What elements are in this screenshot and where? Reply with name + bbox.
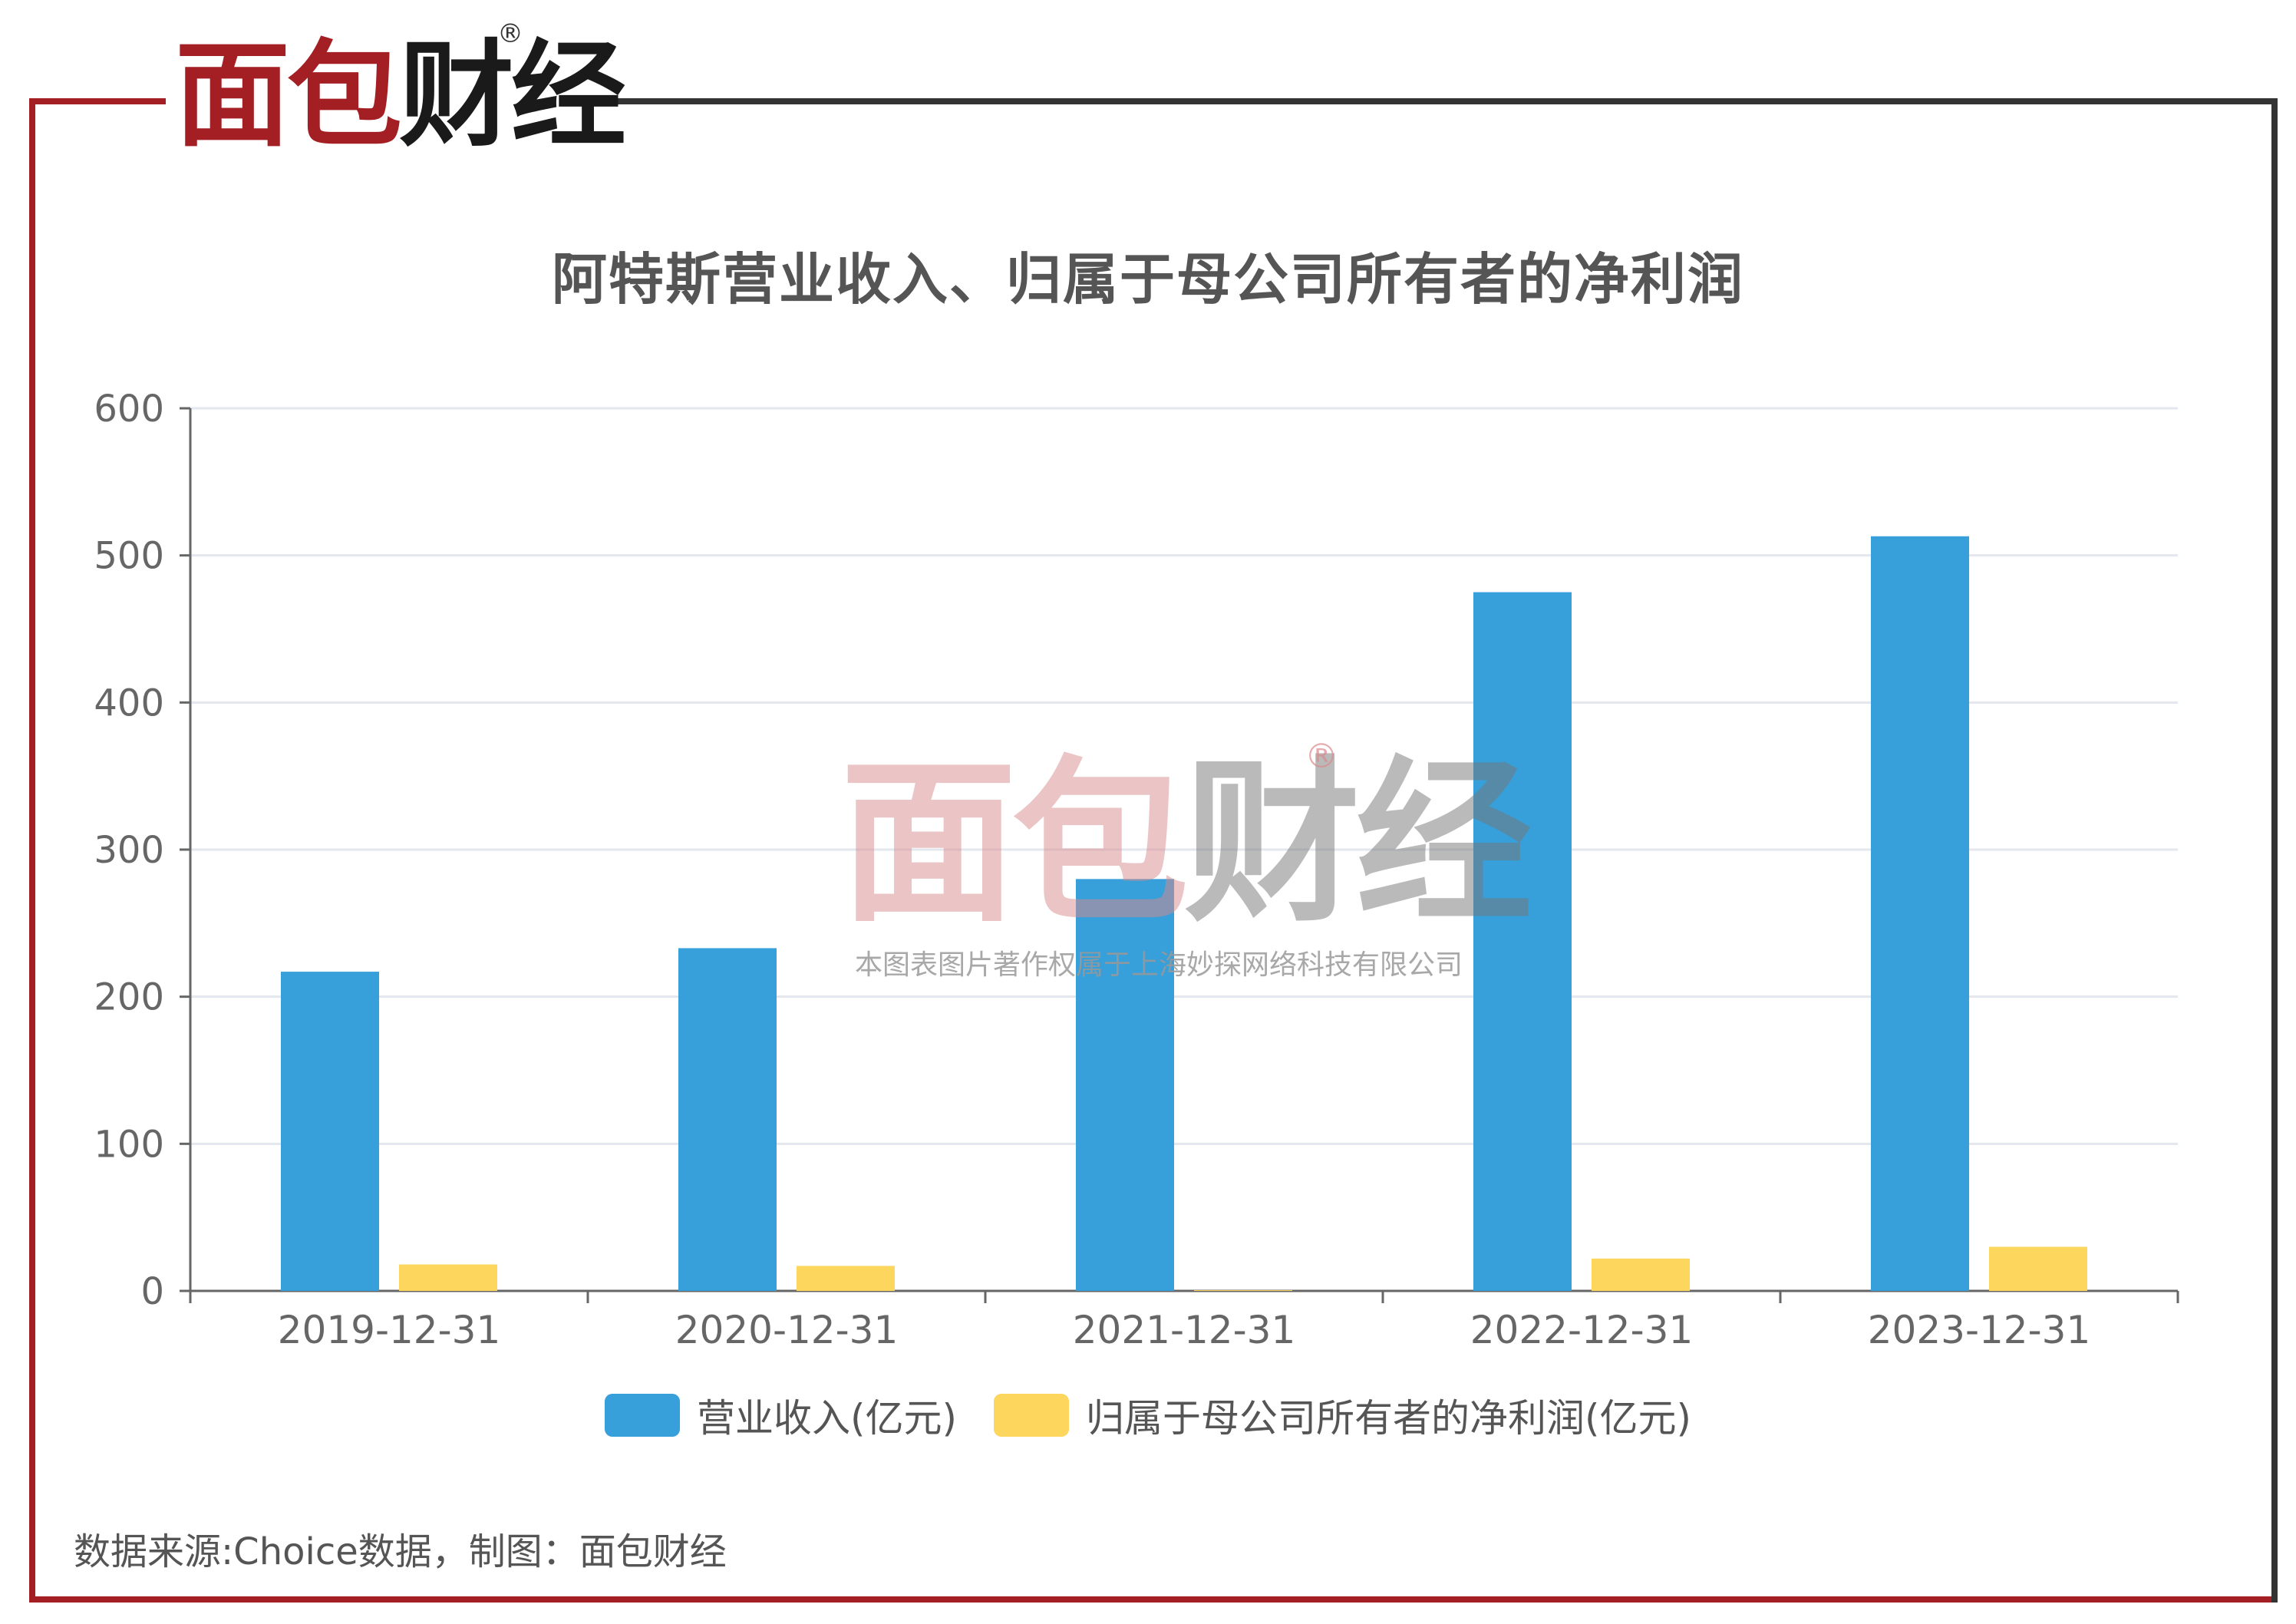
legend-label-revenue: 营业收入(亿元) xyxy=(696,1396,957,1441)
legend-item-net-profit[interactable]: 归属于母公司所有者的净利润(亿元) xyxy=(994,1388,1691,1443)
watermark-logo-red: 面包 xyxy=(840,741,1189,946)
y-tick-label-5: 500 xyxy=(94,535,164,578)
frame-line-red-left xyxy=(29,98,35,1603)
x-tick-label-0: 2019-12-31 xyxy=(278,1308,501,1352)
watermark-copyright: 本图表图片著作权属于上海妙探网络科技有限公司 xyxy=(854,949,1463,981)
x-tick-label-1: 2020-12-31 xyxy=(675,1308,899,1352)
chart-legend: 营业收入(亿元) 归属于母公司所有者的净利润(亿元) xyxy=(0,1388,2296,1443)
frame-line-red-top xyxy=(29,98,166,104)
watermark-logo: 面包财经 xyxy=(840,756,1532,932)
y-tick-label-1: 100 xyxy=(94,1123,164,1166)
frame-line-red-bottom xyxy=(29,1596,2278,1603)
watermark: 面包财经 ® 本图表图片著作权属于上海妙探网络科技有限公司 xyxy=(840,737,1532,990)
y-tick-label-3: 300 xyxy=(94,829,164,872)
legend-item-revenue[interactable]: 营业收入(亿元) xyxy=(604,1388,957,1443)
legend-swatch-net-profit xyxy=(994,1394,1069,1437)
bar-revenue-2 xyxy=(1076,879,1174,1291)
bar-net-profit-1 xyxy=(797,1266,895,1291)
watermark-logo-gray: 财经 xyxy=(1184,741,1532,946)
bar-net-profit-0 xyxy=(399,1264,497,1291)
y-tick-label-4: 400 xyxy=(94,682,164,725)
x-tick-label-4: 2023-12-31 xyxy=(1868,1308,2091,1352)
bar-revenue-3 xyxy=(1473,592,1572,1291)
bar-net-profit-4 xyxy=(1989,1246,2087,1291)
source-note: 数据来源:Choice数据，制图：面包财经 xyxy=(74,1530,727,1573)
frame-line-dark-right xyxy=(2271,98,2278,1603)
frame-line-dark-top xyxy=(614,98,2278,104)
chart-title: 阿特斯营业收入、归属于母公司所有者的净利润 xyxy=(551,247,1744,312)
bar-revenue-1 xyxy=(678,948,777,1291)
legend-label-net-profit: 归属于母公司所有者的净利润(亿元) xyxy=(1086,1396,1692,1441)
x-tick-label-3: 2022-12-31 xyxy=(1470,1308,1694,1352)
legend-swatch-revenue xyxy=(604,1394,680,1437)
x-tick-label-2: 2021-12-31 xyxy=(1073,1308,1296,1352)
brand-logo-text: 面包财经 xyxy=(175,38,626,153)
brand-logo-red: 面包 xyxy=(175,29,402,163)
y-tick-label-6: 600 xyxy=(94,388,164,431)
bar-net-profit-2 xyxy=(1194,1290,1292,1291)
bar-revenue-0 xyxy=(281,972,379,1291)
brand-logo: 面包财经 ® xyxy=(175,18,626,161)
y-tick-label-2: 200 xyxy=(94,976,164,1019)
bar-revenue-4 xyxy=(1871,536,1969,1291)
watermark-registered-mark: ® xyxy=(1305,737,1338,776)
y-tick-label-0: 0 xyxy=(140,1270,164,1313)
bar-net-profit-3 xyxy=(1592,1258,1690,1291)
brand-logo-dark: 财经 xyxy=(399,29,626,163)
brand-registered-mark: ® xyxy=(497,18,523,49)
